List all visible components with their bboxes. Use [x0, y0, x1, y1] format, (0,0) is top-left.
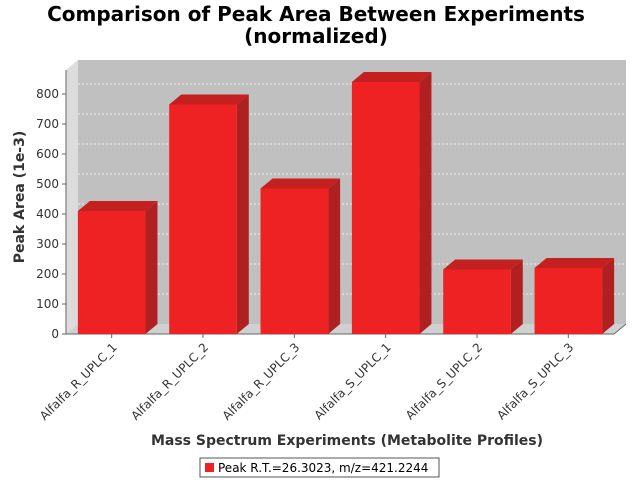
bar-side — [236, 94, 249, 334]
x-tick-label: Alfalfa_R_UPLC_2 — [128, 340, 211, 423]
bars — [77, 72, 615, 334]
bar-top — [443, 259, 523, 270]
chart-title-line2: (normalized) — [244, 24, 388, 48]
bar — [351, 72, 432, 334]
floor-edge-right — [613, 323, 627, 335]
y-tick-label: 700 — [36, 117, 59, 131]
y-tick-label: 500 — [36, 177, 59, 191]
y-tick-label: 800 — [36, 87, 59, 101]
bar-front — [351, 82, 420, 334]
bar-side — [328, 178, 341, 334]
legend-swatch — [205, 463, 214, 472]
y-axis-label: Peak Area (1e-3) — [12, 131, 28, 264]
bar-top — [260, 178, 341, 189]
bar-side — [510, 259, 523, 334]
legend: Peak R.T.=26.3023, m/z=421.2244 — [199, 457, 440, 478]
chart-title-line1: Comparison of Peak Area Between Experime… — [47, 2, 585, 26]
x-tick-label: Alfalfa_S_UPLC_1 — [311, 340, 393, 422]
bar-top — [169, 94, 249, 105]
x-tick-label: Alfalfa_S_UPLC_2 — [403, 340, 485, 422]
bar-side — [419, 72, 432, 334]
bar — [443, 259, 523, 334]
y-tick-label: 600 — [36, 147, 59, 161]
y-tick-label: 100 — [36, 297, 59, 311]
bar-side — [602, 258, 615, 334]
bar — [169, 94, 249, 334]
bar-top — [351, 72, 432, 82]
bar-front — [534, 268, 603, 334]
bar-front — [169, 104, 237, 334]
bar — [77, 201, 158, 334]
bar — [534, 258, 615, 334]
x-tick-label: Alfalfa_R_UPLC_1 — [37, 340, 120, 423]
side-wall — [66, 60, 78, 334]
bar-side — [145, 201, 158, 334]
x-tick-label: Alfalfa_R_UPLC_3 — [220, 340, 303, 423]
x-axis-ticks: Alfalfa_R_UPLC_1 Alfalfa_R_UPLC_2 Alfalfa_… — [37, 334, 576, 423]
bar-front — [443, 269, 511, 334]
y-tick-label: 400 — [36, 207, 59, 221]
legend-entry: Peak R.T.=26.3023, m/z=421.2244 — [218, 461, 428, 475]
bar-top — [534, 258, 615, 268]
y-tick-label: 0 — [51, 327, 59, 341]
bar-top — [77, 201, 158, 211]
y-tick-label: 300 — [36, 237, 59, 251]
x-axis-label: Mass Spectrum Experiments (Metabolite Pr… — [151, 433, 543, 449]
y-tick-label: 200 — [36, 267, 59, 281]
legend-box — [199, 457, 440, 478]
bar-front — [77, 211, 146, 334]
bar — [260, 178, 341, 334]
y-axis: 0 100 200 300 400 500 600 700 800 — [36, 70, 67, 341]
bar-front — [260, 188, 329, 334]
x-tick-label: Alfalfa_S_UPLC_3 — [494, 340, 576, 422]
